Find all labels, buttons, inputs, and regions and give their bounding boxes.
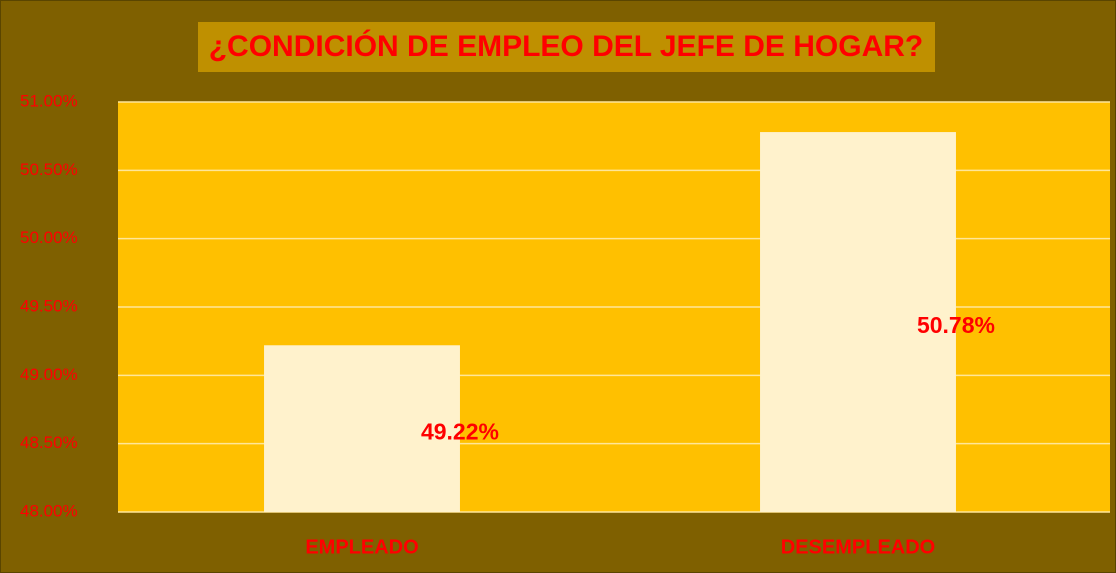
x-tick-label: DESEMPLEADO: [781, 536, 935, 558]
y-tick-label: 50.00%: [20, 228, 78, 247]
y-tick-label: 48.50%: [20, 433, 78, 452]
y-tick-label: 48.00%: [20, 501, 78, 520]
value-label: 49.22%: [421, 419, 499, 445]
bar: [264, 345, 460, 512]
y-tick-label: 51.00%: [20, 91, 78, 110]
title-box: [198, 22, 935, 72]
x-tick-label: EMPLEADO: [305, 536, 418, 558]
bar: [760, 132, 956, 513]
y-tick-label: 50.50%: [20, 160, 78, 179]
y-tick-label: 49.00%: [20, 365, 78, 384]
chart-title: ¿CONDICIÓN DE EMPLEO DEL JEFE DE HOGAR?: [209, 29, 924, 63]
y-tick-label: 49.50%: [20, 296, 78, 315]
value-label: 50.78%: [917, 312, 995, 338]
